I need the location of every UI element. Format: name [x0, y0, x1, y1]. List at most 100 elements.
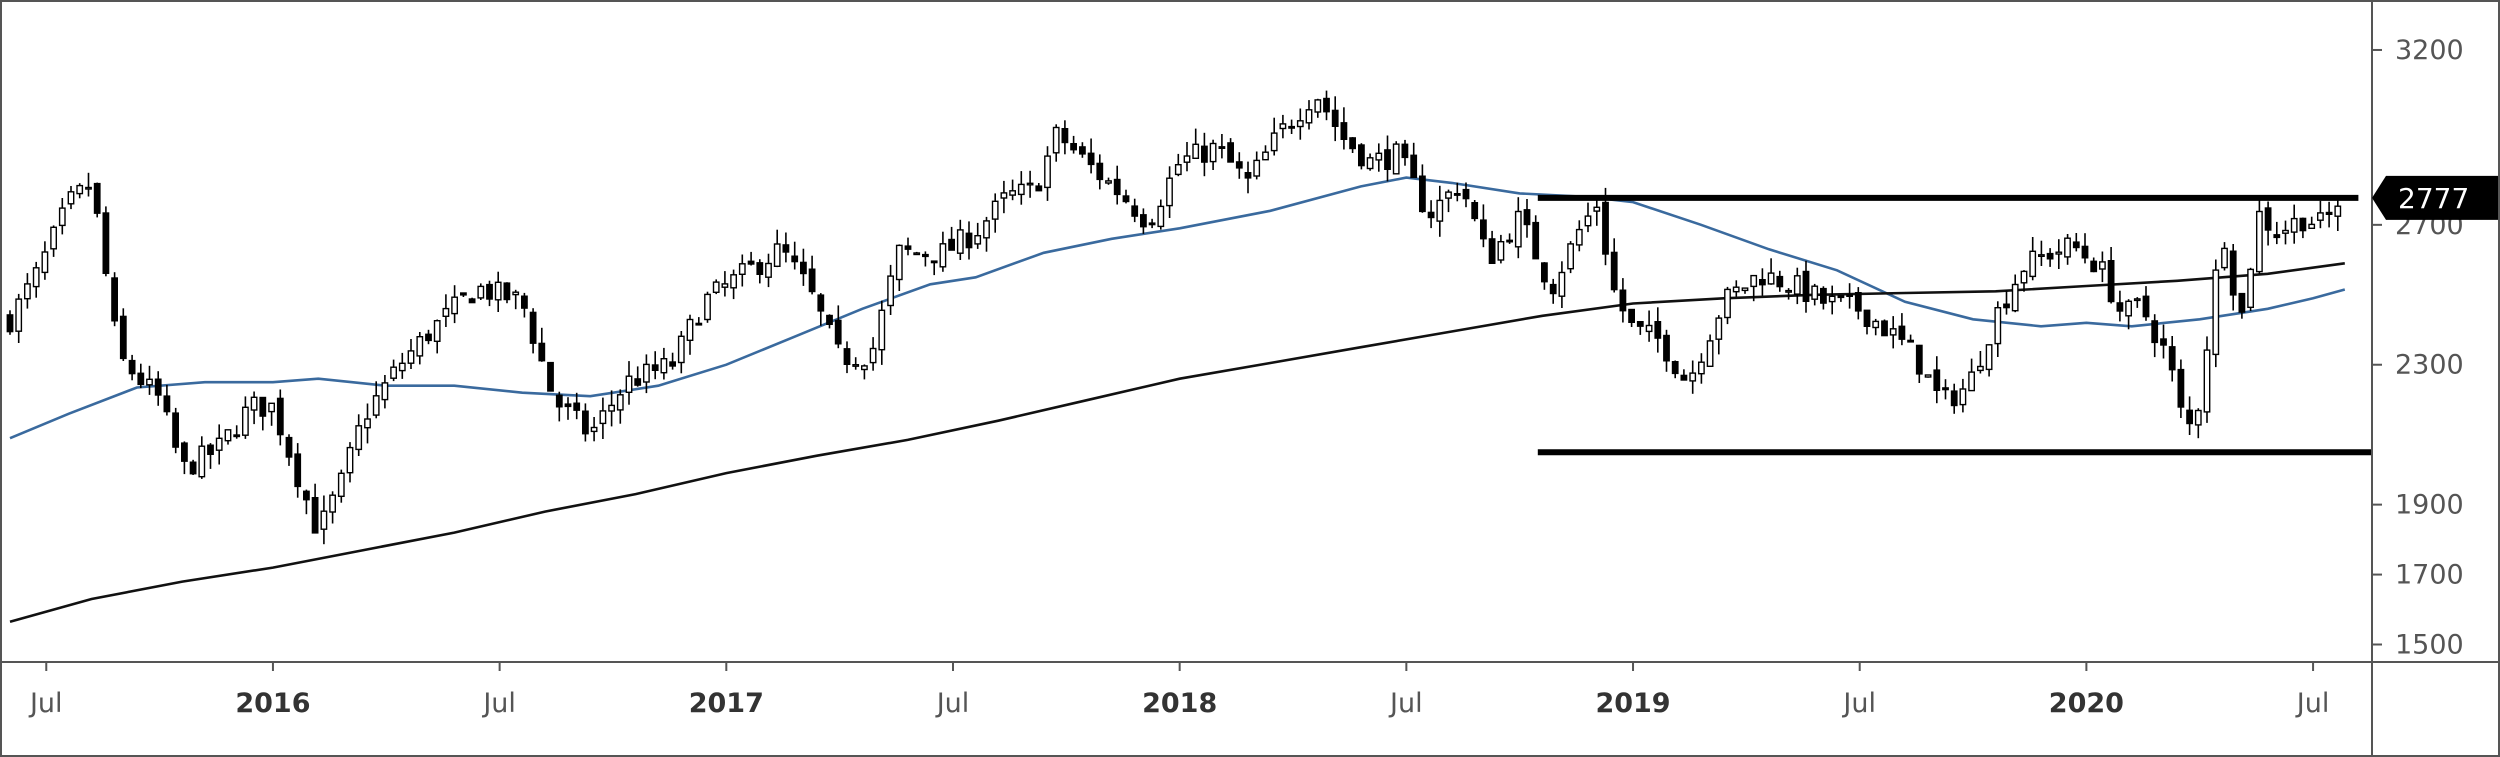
- candle-body-74: [651, 364, 659, 372]
- x-tick-label-0: Jul: [28, 688, 63, 719]
- candle-body-240: [2098, 261, 2106, 270]
- candle-body-244: [2133, 298, 2141, 302]
- range-lines: [1537, 194, 2372, 456]
- candle-body-8: [76, 184, 84, 195]
- candle-body-20: [180, 442, 188, 462]
- candle-body-35: [311, 497, 319, 534]
- x-tick-label-8: Jul: [1841, 688, 1876, 719]
- y-tick-label-5: 3200: [2395, 35, 2464, 66]
- candle-body-239: [2090, 260, 2098, 273]
- candle-body-241: [2107, 260, 2115, 303]
- candle-body-238: [2081, 245, 2089, 259]
- candle-body-162: [1418, 175, 1426, 213]
- candle-body-58: [512, 291, 520, 296]
- candle-body-145: [1270, 132, 1278, 152]
- candle-body-164: [1436, 199, 1444, 222]
- candle-body-120: [1052, 126, 1060, 154]
- candle-body-156: [1366, 157, 1374, 170]
- moving-average-line-2: [9, 262, 2345, 624]
- candle-body-41: [364, 418, 371, 429]
- candle-body-32: [285, 436, 293, 458]
- candle-body-134: [1174, 163, 1182, 176]
- candle-body-149: [1305, 109, 1313, 124]
- candle-body-226: [1976, 365, 1984, 372]
- candle-body-46: [407, 350, 415, 364]
- last-price-marker: 2777: [2372, 175, 2498, 220]
- candle-body-104: [913, 252, 921, 256]
- y-tick-label-2: 1900: [2395, 490, 2464, 521]
- candle-body-250: [2186, 409, 2193, 425]
- candle-body-254: [2221, 247, 2228, 269]
- x-tick-label-2: Jul: [481, 688, 516, 719]
- candle-body-63: [555, 394, 563, 408]
- candle-body-187: [1636, 321, 1644, 327]
- candle-body-161: [1410, 154, 1418, 179]
- candle-body-87: [765, 262, 772, 278]
- candle-body-115: [1009, 190, 1017, 196]
- candle-body-229: [2003, 303, 2010, 309]
- candle-body-154: [1349, 137, 1357, 150]
- candle-body-96: [843, 348, 851, 365]
- candle-body-91: [800, 261, 807, 275]
- moving-average-line-1: [9, 176, 2346, 440]
- candle-body-125: [1096, 162, 1104, 181]
- x-tick-label-4: Jul: [935, 688, 970, 719]
- candle-body-121: [1061, 127, 1069, 144]
- candle-body-262: [2290, 217, 2298, 233]
- candle-body-7: [67, 191, 75, 205]
- candle-body-86: [756, 262, 764, 275]
- candle-body-113: [991, 200, 999, 220]
- candle-body-57: [503, 282, 511, 301]
- candle-body-106: [930, 260, 938, 264]
- candle-body-202: [1767, 272, 1775, 285]
- candle-body-102: [895, 244, 903, 281]
- candle-body-101: [887, 275, 895, 307]
- candle-body-80: [704, 293, 711, 321]
- candle-body-25: [224, 429, 232, 442]
- candle-body-12: [111, 277, 119, 322]
- candle-body-118: [1035, 185, 1043, 192]
- candle-body-16: [146, 378, 153, 386]
- candle-body-252: [2203, 349, 2211, 413]
- candle-body-180: [1575, 228, 1583, 246]
- candle-body-210: [1837, 295, 1845, 299]
- candle-body-83: [730, 274, 738, 289]
- candle-body-264: [2308, 223, 2316, 229]
- x-tick-label-7: 2019: [1595, 688, 1670, 719]
- candle-body-81: [712, 281, 720, 294]
- candle-body-233: [2037, 254, 2045, 258]
- candle-body-103: [904, 245, 912, 250]
- candle-body-50: [442, 307, 450, 318]
- candle-body-119: [1044, 155, 1051, 189]
- candle-body-220: [1924, 374, 1932, 378]
- candle-body-33: [294, 453, 302, 488]
- candle-body-189: [1654, 321, 1662, 339]
- candle-body-26: [233, 434, 241, 438]
- candle-body-53: [468, 298, 476, 304]
- candle-body-167: [1462, 188, 1470, 200]
- candle-body-109: [956, 229, 964, 254]
- candle-body-4: [41, 251, 49, 274]
- candle-body-65: [573, 402, 581, 411]
- candle-body-260: [2273, 234, 2281, 239]
- candle-body-227: [1985, 344, 1993, 371]
- candle-body-132: [1157, 205, 1165, 228]
- candle-body-216: [1889, 328, 1897, 336]
- candle-body-259: [2264, 207, 2272, 231]
- candle-body-76: [669, 361, 677, 367]
- candle-body-245: [2142, 295, 2150, 318]
- candle-body-175: [1532, 221, 1540, 260]
- x-tick-label-10: Jul: [2295, 688, 2330, 719]
- x-tick-label-6: Jul: [1388, 688, 1423, 719]
- candle-body-107: [939, 243, 947, 268]
- candle-body-36: [320, 510, 328, 530]
- candle-body-177: [1549, 283, 1557, 295]
- candle-body-232: [2029, 250, 2037, 278]
- candle-body-31: [276, 397, 284, 436]
- candle-body-79: [695, 322, 703, 326]
- candle-body-82: [721, 283, 729, 288]
- candle-body-44: [390, 366, 397, 379]
- candle-body-183: [1602, 201, 1609, 255]
